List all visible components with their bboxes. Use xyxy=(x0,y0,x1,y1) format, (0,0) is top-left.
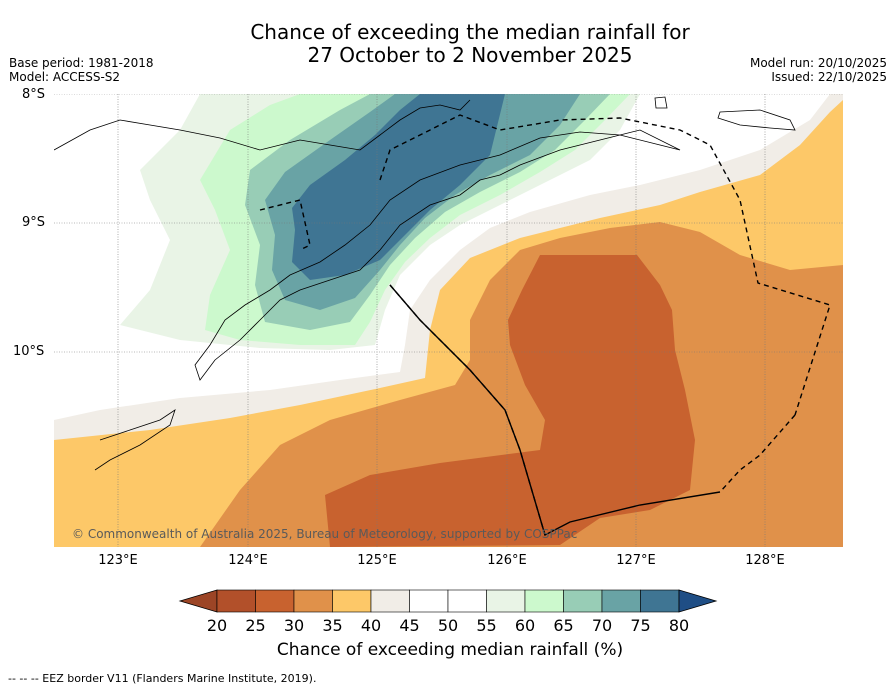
wetar-coastline xyxy=(717,109,796,131)
copyright-notice: © Commonwealth of Australia 2025, Bureau… xyxy=(72,527,578,541)
eez-border xyxy=(259,114,831,537)
colorbar-tick-label: 80 xyxy=(668,616,690,635)
lat-label-10s: 10°S xyxy=(13,344,45,359)
band-25-30 xyxy=(325,255,695,547)
colorbar-cell xyxy=(332,589,372,613)
colorbar-cell xyxy=(255,589,295,613)
colorbar-cell xyxy=(563,589,603,613)
model-run: Model run: 20/10/2025 xyxy=(749,56,887,70)
colorbar-tick-label: 20 xyxy=(206,616,228,635)
lat-label-8s: 8°S xyxy=(22,87,46,102)
chart-title-line2: 27 October to 2 November 2025 xyxy=(307,43,633,67)
colorbar-cell xyxy=(524,589,564,613)
model-name: Model: ACCESS-S2 xyxy=(9,70,121,84)
colorbar-cell xyxy=(447,589,487,613)
colorbar-tick-label: 40 xyxy=(360,616,382,635)
colorbar-tick-label: 50 xyxy=(437,616,459,635)
colorbar-cell xyxy=(216,589,256,613)
colorbar-tick-label: 30 xyxy=(283,616,305,635)
colorbar-high-arrow xyxy=(678,589,718,613)
alor-coastline xyxy=(94,409,176,471)
flores-coastline xyxy=(54,99,471,151)
band-75-80 xyxy=(292,94,505,280)
lon-label-123e: 123°E xyxy=(98,553,138,568)
colorbar-cell xyxy=(640,589,680,613)
issued-date: Issued: 22/10/2025 xyxy=(771,70,887,84)
base-period: Base period: 1981-2018 xyxy=(9,56,154,70)
colorbar-cell xyxy=(370,589,410,613)
colorbar-cell xyxy=(293,589,333,613)
colorbar xyxy=(178,589,718,613)
colorbar-cell xyxy=(409,589,449,613)
colorbar-cell xyxy=(601,589,641,613)
lon-label-124e: 124°E xyxy=(228,553,268,568)
colorbar-cell xyxy=(486,589,526,613)
colorbar-tick-label: 60 xyxy=(514,616,536,635)
eez-footer-note: -- -- -- EEZ border V11 (Flanders Marine… xyxy=(8,672,317,685)
colorbar-tick-label: 35 xyxy=(322,616,343,635)
colorbar-tick-label: 75 xyxy=(630,616,651,635)
island-coastline xyxy=(654,96,668,109)
lon-label-127e: 127°E xyxy=(616,553,656,568)
colorbar-tick-label: 65 xyxy=(553,616,574,635)
colorbar-title: Chance of exceeding median rainfall (%) xyxy=(276,640,624,660)
colorbar-low-arrow xyxy=(178,589,218,613)
timor-coastline xyxy=(194,129,681,381)
lon-label-126e: 126°E xyxy=(487,553,527,568)
colorbar-tick-label: 45 xyxy=(399,616,420,635)
colorbar-tick-label: 70 xyxy=(591,616,613,635)
lon-label-125e: 125°E xyxy=(357,553,397,568)
colorbar-tick-label: 55 xyxy=(476,616,497,635)
lat-label-9s: 9°S xyxy=(22,215,46,230)
chart-title-line1: Chance of exceeding the median rainfall … xyxy=(250,20,690,44)
lon-label-128e: 128°E xyxy=(745,553,785,568)
coastlines xyxy=(54,96,796,471)
colorbar-tick-label: 25 xyxy=(245,616,266,635)
